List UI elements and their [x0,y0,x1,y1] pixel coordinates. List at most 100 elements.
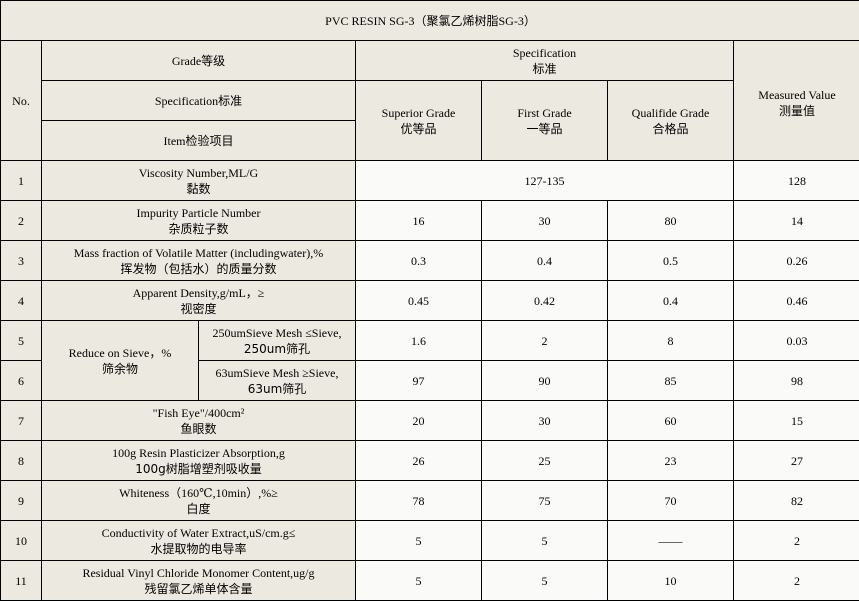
header-no: No. [1,41,42,161]
row-no: 7 [1,401,42,441]
header-first-zh: 一等品 [484,121,605,137]
item-name: Whiteness（160℃,10min）,%≥白度 [42,481,356,521]
header-qualified-zh: 合格品 [610,121,731,137]
spec-first: 30 [482,201,608,241]
header-measured-value: Measured Value 测量值 [734,41,859,161]
spec-qualified: 70 [608,481,734,521]
header-first-en: First Grade [484,105,605,121]
header-superior-grade: Superior Grade 优等品 [356,81,482,161]
spec-first: 90 [482,361,608,401]
measured-value: 15 [734,401,859,441]
header-measured-zh: 测量值 [736,103,858,119]
spec-qualified: 60 [608,401,734,441]
measured-value: 14 [734,201,859,241]
item-name-zh: 63um筛孔 [201,381,353,397]
spec-first: 25 [482,441,608,481]
measured-value: 98 [734,361,859,401]
spec-first: 75 [482,481,608,521]
measured-value: 2 [734,521,859,561]
item-name-zh: 残留氯乙烯单体含量 [44,581,353,597]
item-name-en: 250umSieve Mesh ≤Sieve, [201,325,353,341]
header-qualified-en: Qualifide Grade [610,105,731,121]
item-name-zh: 白度 [44,501,353,517]
spec-superior: 5 [356,521,482,561]
item-name-zh: 视密度 [44,301,353,317]
spec-qualified: 80 [608,201,734,241]
measured-value: 27 [734,441,859,481]
spec-superior: 26 [356,441,482,481]
spec-superior: 0.45 [356,281,482,321]
row-no: 3 [1,241,42,281]
measured-value: 128 [734,161,859,201]
title-row: PVC RESIN SG-3（聚氯乙烯树脂SG-3） [1,1,859,41]
header-grade: Grade等级 [42,41,356,81]
item-name-en: Impurity Particle Number [44,205,353,221]
table-title: PVC RESIN SG-3（聚氯乙烯树脂SG-3） [1,1,859,41]
header-specification: Specification 标准 [356,41,734,81]
spec-qualified: 0.5 [608,241,734,281]
spec-superior: 5 [356,561,482,601]
spec-qualified: —— [608,521,734,561]
item-name: 63umSieve Mesh ≥Sieve,63um筛孔 [199,361,356,401]
header-row-2: Specification标准 Superior Grade 优等品 First… [1,81,859,121]
spec-qualified: 0.4 [608,281,734,321]
spec-qualified: 8 [608,321,734,361]
item-group-zh: 筛余物 [44,361,196,377]
item-name-zh: 250um筛孔 [201,341,353,357]
spec-first: 0.4 [482,241,608,281]
header-qualified-grade: Qualifide Grade 合格品 [608,81,734,161]
item-name-zh: 黏数 [44,181,353,197]
header-first-grade: First Grade 一等品 [482,81,608,161]
spec-qualified: 23 [608,441,734,481]
spec-first: 2 [482,321,608,361]
header-measured-en: Measured Value [736,87,858,103]
item-name: Conductivity of Water Extract,uS/cm.g≤水提… [42,521,356,561]
item-name-en: Apparent Density,g/mL，≥ [44,285,353,301]
spec-first: 30 [482,401,608,441]
spec-first: 5 [482,561,608,601]
row-no: 8 [1,441,42,481]
item-name-en: Conductivity of Water Extract,uS/cm.g≤ [44,525,353,541]
header-specification-en: Specification [358,45,731,61]
header-row-1: No. Grade等级 Specification 标准 Measured Va… [1,41,859,81]
header-superior-en: Superior Grade [358,105,479,121]
item-name-en: 63umSieve Mesh ≥Sieve, [201,365,353,381]
row-no: 1 [1,161,42,201]
measured-value: 0.03 [734,321,859,361]
row-no: 4 [1,281,42,321]
spec-superior: 16 [356,201,482,241]
row-no: 11 [1,561,42,601]
header-item: Item检验项目 [42,121,356,161]
spec-superior: 0.3 [356,241,482,281]
row-no: 2 [1,201,42,241]
spec-superior: 78 [356,481,482,521]
spec-all-grades: 127-135 [356,161,734,201]
spec-first: 0.42 [482,281,608,321]
header-superior-zh: 优等品 [358,121,479,137]
item-name-en: 100g Resin Plasticizer Absorption,g [44,445,353,461]
spec-superior: 20 [356,401,482,441]
item-name-zh: 100g树脂增塑剂吸收量 [44,461,353,477]
measured-value: 2 [734,561,859,601]
item-name: Residual Vinyl Chloride Monomer Content,… [42,561,356,601]
spec-qualified: 10 [608,561,734,601]
measured-value: 82 [734,481,859,521]
item-name-en: Viscosity Number,ML/G [44,165,353,181]
item-name-en: Residual Vinyl Chloride Monomer Content,… [44,565,353,581]
spec-superior: 97 [356,361,482,401]
row-no: 6 [1,361,42,401]
item-name-zh: 挥发物（包括水）的质量分数 [44,261,353,277]
spec-superior: 1.6 [356,321,482,361]
